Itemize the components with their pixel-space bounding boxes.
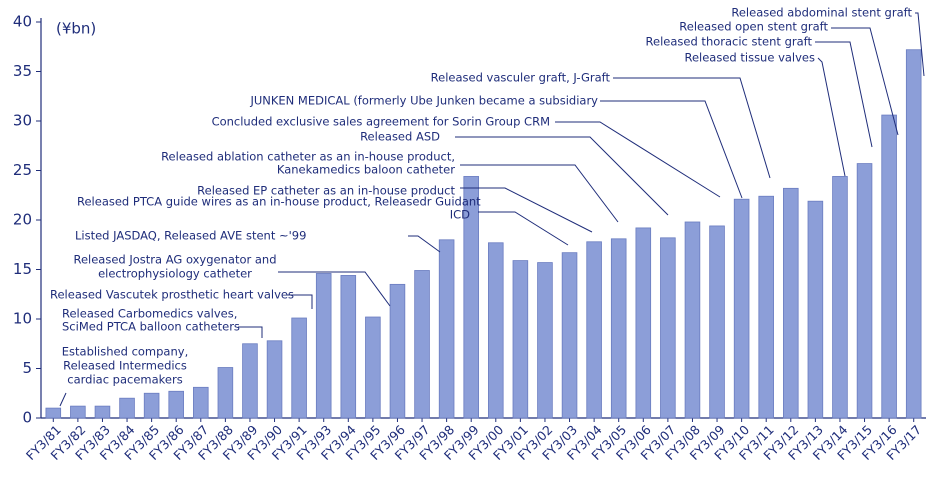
annotation: Released ASD: [360, 130, 440, 144]
leader-line: [460, 164, 619, 223]
bar: [537, 262, 553, 419]
bar: [242, 343, 258, 419]
leader-line: [460, 187, 593, 233]
annotation: cardiac pacemakers: [67, 373, 182, 387]
y-tick-label: 25: [13, 161, 32, 179]
y-tick-label: 40: [13, 13, 32, 31]
annotation: Released ablation catheter as an in-hous…: [161, 150, 455, 164]
bar: [340, 275, 357, 419]
annotation: SciMed PTCA balloon catheters: [62, 320, 240, 334]
annotation: ICD: [450, 208, 470, 222]
annotation: Released EP catheter as an in-house prod…: [197, 184, 455, 198]
bar: [94, 405, 111, 419]
bar: [389, 283, 406, 419]
bar: [414, 270, 430, 419]
bar: [660, 237, 676, 419]
annotation: Released Jostra AG oxygenator and: [73, 253, 276, 267]
bar: [45, 407, 62, 419]
annotation: Released vasculer graft, J-Graft: [431, 71, 611, 85]
bar: [70, 405, 86, 419]
leader-line: [831, 27, 899, 136]
y-tick-label: 10: [13, 310, 32, 328]
annotation: Released abdominal stent graft: [731, 6, 912, 20]
annotation: electrophysiology catheter: [98, 267, 252, 281]
bar: [905, 49, 922, 419]
annotation: Concluded exclusive sales agreement for …: [212, 115, 550, 129]
bar: [709, 225, 725, 419]
bar: [119, 397, 135, 419]
leader-line: [287, 294, 313, 309]
bar: [635, 227, 652, 419]
bar: [291, 317, 307, 419]
annotation: Released PTCA guide wires as an in-house…: [77, 195, 481, 209]
bar: [266, 340, 283, 419]
leader-line: [59, 392, 67, 407]
bar: [783, 187, 799, 419]
annotation: Established company,: [62, 345, 188, 359]
y-tick-label: 15: [13, 260, 32, 278]
bar: [586, 241, 602, 419]
bar: [758, 195, 774, 419]
y-tick-label: 30: [13, 112, 32, 130]
annotation: Released open stent graft: [679, 20, 828, 34]
leader-line: [817, 57, 846, 177]
annotation: Released Vascutek prosthetic heart valve…: [50, 288, 294, 302]
bar: [488, 242, 504, 419]
bar: [168, 390, 184, 419]
leader-line: [915, 12, 925, 77]
y-tick-label: 20: [13, 211, 32, 229]
annotation: Listed JASDAQ, Released AVE stent ~'99: [75, 229, 306, 243]
bar: [832, 176, 848, 419]
annotation: Kanekamedics baloon catheter: [277, 163, 455, 177]
bar: [610, 238, 627, 419]
y-tick-label: 5: [22, 359, 32, 377]
unit-label: (¥bn): [56, 20, 96, 38]
bar: [438, 239, 455, 419]
annotation: Released Intermedics: [63, 359, 187, 373]
leader-line: [555, 121, 721, 198]
leader-line: [455, 136, 669, 216]
bar: [365, 316, 381, 419]
bar: [881, 114, 897, 419]
annotation: Released tissue valves: [684, 51, 815, 65]
y-tick-label: 35: [13, 62, 32, 80]
bar: [807, 200, 824, 419]
bar: [193, 386, 209, 419]
bar: [561, 252, 578, 419]
bar: [143, 392, 160, 419]
bar: [856, 163, 873, 419]
bar: [217, 367, 234, 419]
bar: [684, 221, 701, 419]
leader-line: [815, 41, 873, 148]
leader-line: [278, 271, 391, 307]
bar: [733, 198, 750, 419]
annotation: JUNKEN MEDICAL (formerly Ube Junken beca…: [249, 94, 598, 108]
annotation: Released thoracic stent graft: [646, 35, 813, 49]
leader-line: [613, 77, 771, 179]
leader-line: [478, 211, 569, 246]
bar: [315, 273, 332, 419]
bar: [512, 260, 529, 419]
y-tick-label: 0: [22, 409, 32, 427]
leader-line: [600, 100, 743, 199]
annotation: Released Carbomedics valves,: [62, 307, 237, 321]
bar: [463, 176, 479, 419]
leader-line: [408, 235, 441, 253]
leader-line: [238, 326, 263, 338]
